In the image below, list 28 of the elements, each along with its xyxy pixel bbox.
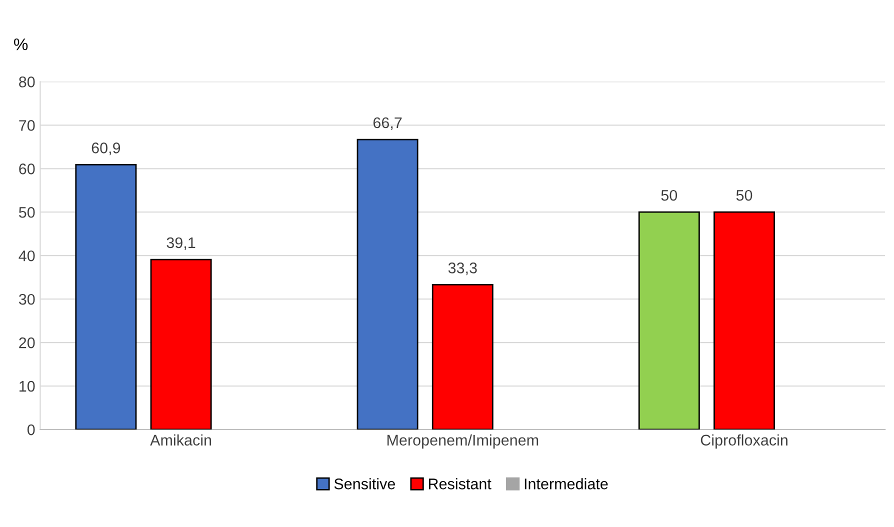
bar bbox=[714, 211, 775, 430]
y-tick-label: 60 bbox=[19, 164, 35, 174]
bar bbox=[356, 138, 418, 430]
data-label: 60,9 bbox=[92, 142, 120, 156]
bar bbox=[638, 211, 700, 430]
legend-label: Resistant bbox=[428, 478, 492, 490]
bar bbox=[432, 284, 494, 430]
y-tick-label: 40 bbox=[18, 250, 35, 262]
y-tick-label: 30 bbox=[18, 294, 35, 305]
y-tick-label: 80 bbox=[19, 76, 35, 88]
x-tick-label: Ciprofloxacin bbox=[700, 434, 788, 449]
data-label: 50 bbox=[736, 190, 752, 201]
y-axis-title: % bbox=[14, 38, 28, 50]
x-tick-label: Meropenem/Imipenem bbox=[387, 434, 538, 449]
x-tick-label: Amikacin bbox=[150, 434, 212, 446]
legend-label: Intermediate bbox=[524, 478, 608, 490]
bar bbox=[150, 258, 212, 430]
y-tick-label: 10 bbox=[20, 380, 35, 392]
y-tick-label: 70 bbox=[19, 120, 35, 131]
data-label: 66,7 bbox=[373, 117, 402, 130]
y-tick-label: 50 bbox=[18, 206, 35, 218]
legend-label: Sensitive bbox=[334, 478, 395, 490]
data-label: 33,3 bbox=[448, 262, 477, 276]
y-tick-label: 20 bbox=[19, 337, 35, 348]
y-tick-label: 0 bbox=[27, 424, 35, 436]
data-label: 39,1 bbox=[166, 237, 196, 250]
bar bbox=[75, 164, 137, 430]
data-label: 50 bbox=[661, 190, 678, 201]
